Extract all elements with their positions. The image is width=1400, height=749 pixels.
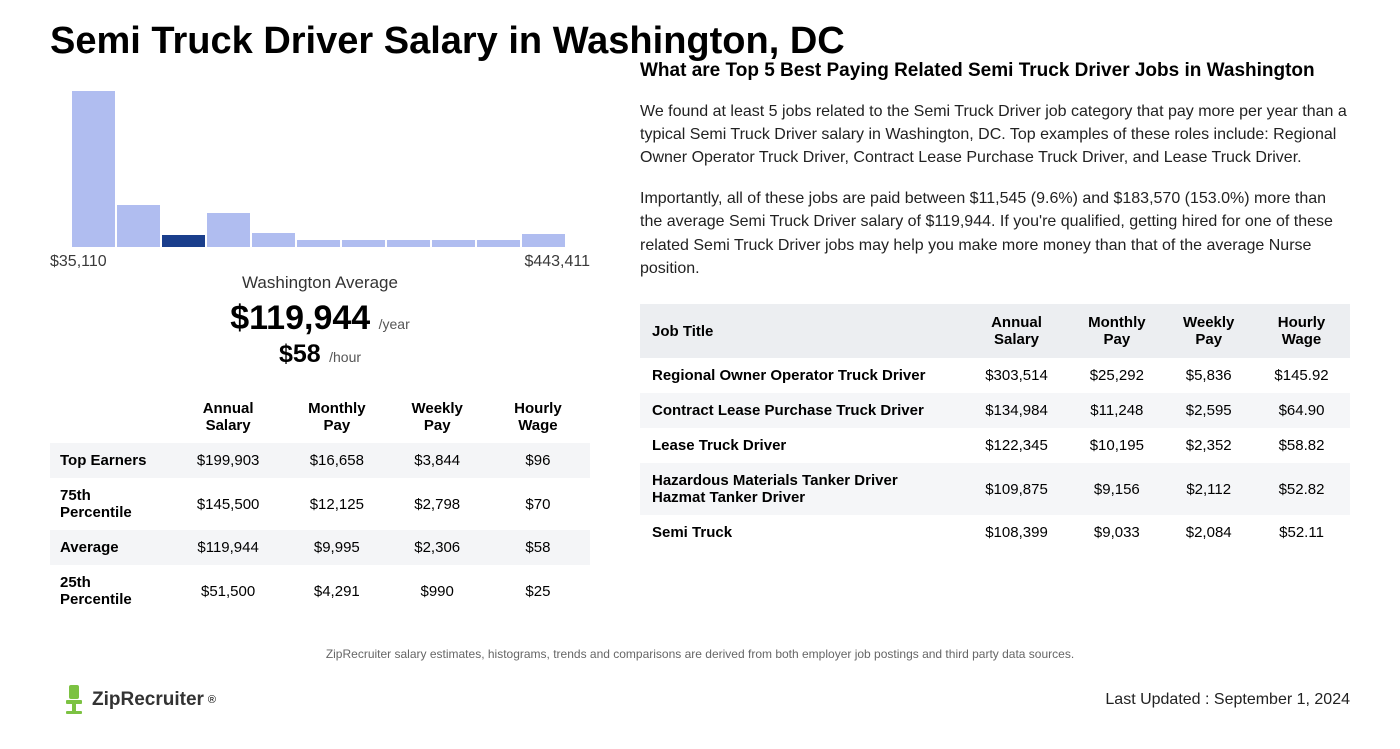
logo-text: ZipRecruiter <box>92 689 204 711</box>
table-cell: $303,514 <box>964 358 1070 393</box>
table-cell: $58 <box>486 530 590 565</box>
table-header: Hourly Wage <box>1253 304 1350 358</box>
table-cell: $16,658 <box>285 443 388 478</box>
histogram-bar <box>432 240 475 247</box>
histogram-bar <box>162 235 205 247</box>
table-header: Job Title <box>640 304 964 358</box>
table-header: Hourly Wage <box>486 391 590 443</box>
washington-average-label: Washington Average <box>50 273 590 293</box>
table-cell: $199,903 <box>171 443 285 478</box>
table-cell: 25th Percentile <box>50 565 171 617</box>
table-cell: $52.11 <box>1253 515 1350 550</box>
table-cell: $9,033 <box>1069 515 1164 550</box>
table-cell: $25,292 <box>1069 358 1164 393</box>
table-cell: 75th Percentile <box>50 478 171 530</box>
histogram-bar <box>72 91 115 247</box>
table-cell: $145.92 <box>1253 358 1350 393</box>
table-cell: $70 <box>486 478 590 530</box>
histogram-bar <box>207 213 250 247</box>
table-row: Regional Owner Operator Truck Driver$303… <box>640 358 1350 393</box>
table-cell: $2,595 <box>1164 393 1253 428</box>
table-header: Weekly Pay <box>389 391 486 443</box>
table-cell: $2,352 <box>1164 428 1253 463</box>
table-cell: Average <box>50 530 171 565</box>
table-row: 75th Percentile$145,500$12,125$2,798$70 <box>50 478 590 530</box>
table-cell: $10,195 <box>1069 428 1164 463</box>
table-header <box>50 391 171 443</box>
footer-disclaimer: ZipRecruiter salary estimates, histogram… <box>0 647 1400 661</box>
table-cell: $9,156 <box>1069 463 1164 515</box>
table-row: Lease Truck Driver$122,345$10,195$2,352$… <box>640 428 1350 463</box>
table-cell: $4,291 <box>285 565 388 617</box>
histogram-bar <box>387 240 430 247</box>
right-column: What are Top 5 Best Paying Related Semi … <box>640 81 1350 617</box>
table-cell: $119,944 <box>171 530 285 565</box>
table-cell: Hazardous Materials Tanker Driver Hazmat… <box>640 463 964 515</box>
histogram-bar <box>342 240 385 247</box>
table-row: Semi Truck$108,399$9,033$2,084$52.11 <box>640 515 1350 550</box>
table-row: Contract Lease Purchase Truck Driver$134… <box>640 393 1350 428</box>
histogram-bar <box>297 240 340 247</box>
related-jobs-table: Job TitleAnnual SalaryMonthly PayWeekly … <box>640 304 1350 550</box>
salary-histogram: $35,110 $443,411 <box>50 81 590 271</box>
histogram-bar <box>252 233 295 247</box>
ziprecruiter-logo: ZipRecruiter ® <box>60 683 216 717</box>
table-cell: Contract Lease Purchase Truck Driver <box>640 393 964 428</box>
table-cell: $2,084 <box>1164 515 1253 550</box>
table-cell: Lease Truck Driver <box>640 428 964 463</box>
annual-salary-value: $119,944 <box>230 299 370 337</box>
table-cell: Top Earners <box>50 443 171 478</box>
table-cell: $25 <box>486 565 590 617</box>
hourly-wage-suffix: /hour <box>329 349 361 365</box>
related-jobs-para-1: We found at least 5 jobs related to the … <box>640 100 1350 170</box>
table-header: Annual Salary <box>171 391 285 443</box>
chart-x-min: $35,110 <box>50 253 107 271</box>
table-header: Monthly Pay <box>1069 304 1164 358</box>
table-cell: $134,984 <box>964 393 1070 428</box>
table-row: 25th Percentile$51,500$4,291$990$25 <box>50 565 590 617</box>
table-row: Top Earners$199,903$16,658$3,844$96 <box>50 443 590 478</box>
table-cell: $96 <box>486 443 590 478</box>
table-cell: $122,345 <box>964 428 1070 463</box>
table-cell: $2,798 <box>389 478 486 530</box>
table-cell: $11,248 <box>1069 393 1164 428</box>
table-row: Hazardous Materials Tanker Driver Hazmat… <box>640 463 1350 515</box>
table-cell: $3,844 <box>389 443 486 478</box>
logo-trademark: ® <box>208 694 216 706</box>
table-cell: Semi Truck <box>640 515 964 550</box>
table-cell: $9,995 <box>285 530 388 565</box>
table-header: Monthly Pay <box>285 391 388 443</box>
hourly-wage-value: $58 <box>279 340 321 368</box>
histogram-bar <box>477 240 520 247</box>
table-cell: $58.82 <box>1253 428 1350 463</box>
table-cell: $2,112 <box>1164 463 1253 515</box>
table-cell: $64.90 <box>1253 393 1350 428</box>
table-cell: $990 <box>389 565 486 617</box>
histogram-bar <box>117 205 160 247</box>
table-cell: $51,500 <box>171 565 285 617</box>
histogram-bar <box>522 234 565 247</box>
percentile-table: Annual SalaryMonthly PayWeekly PayHourly… <box>50 391 590 617</box>
logo-chair-icon <box>60 683 88 717</box>
table-header: Weekly Pay <box>1164 304 1253 358</box>
table-cell: $108,399 <box>964 515 1070 550</box>
table-cell: $5,836 <box>1164 358 1253 393</box>
table-cell: $12,125 <box>285 478 388 530</box>
last-updated: Last Updated : September 1, 2024 <box>1105 691 1350 709</box>
table-header: Annual Salary <box>964 304 1070 358</box>
table-cell: $2,306 <box>389 530 486 565</box>
left-column: $35,110 $443,411 Washington Average $119… <box>50 81 590 617</box>
chart-x-max: $443,411 <box>524 253 590 271</box>
table-cell: Regional Owner Operator Truck Driver <box>640 358 964 393</box>
table-row: Average$119,944$9,995$2,306$58 <box>50 530 590 565</box>
table-cell: $145,500 <box>171 478 285 530</box>
related-jobs-heading: What are Top 5 Best Paying Related Semi … <box>640 59 1350 84</box>
related-jobs-para-2: Importantly, all of these jobs are paid … <box>640 187 1350 280</box>
table-cell: $109,875 <box>964 463 1070 515</box>
table-cell: $52.82 <box>1253 463 1350 515</box>
annual-salary-suffix: /year <box>379 316 410 332</box>
